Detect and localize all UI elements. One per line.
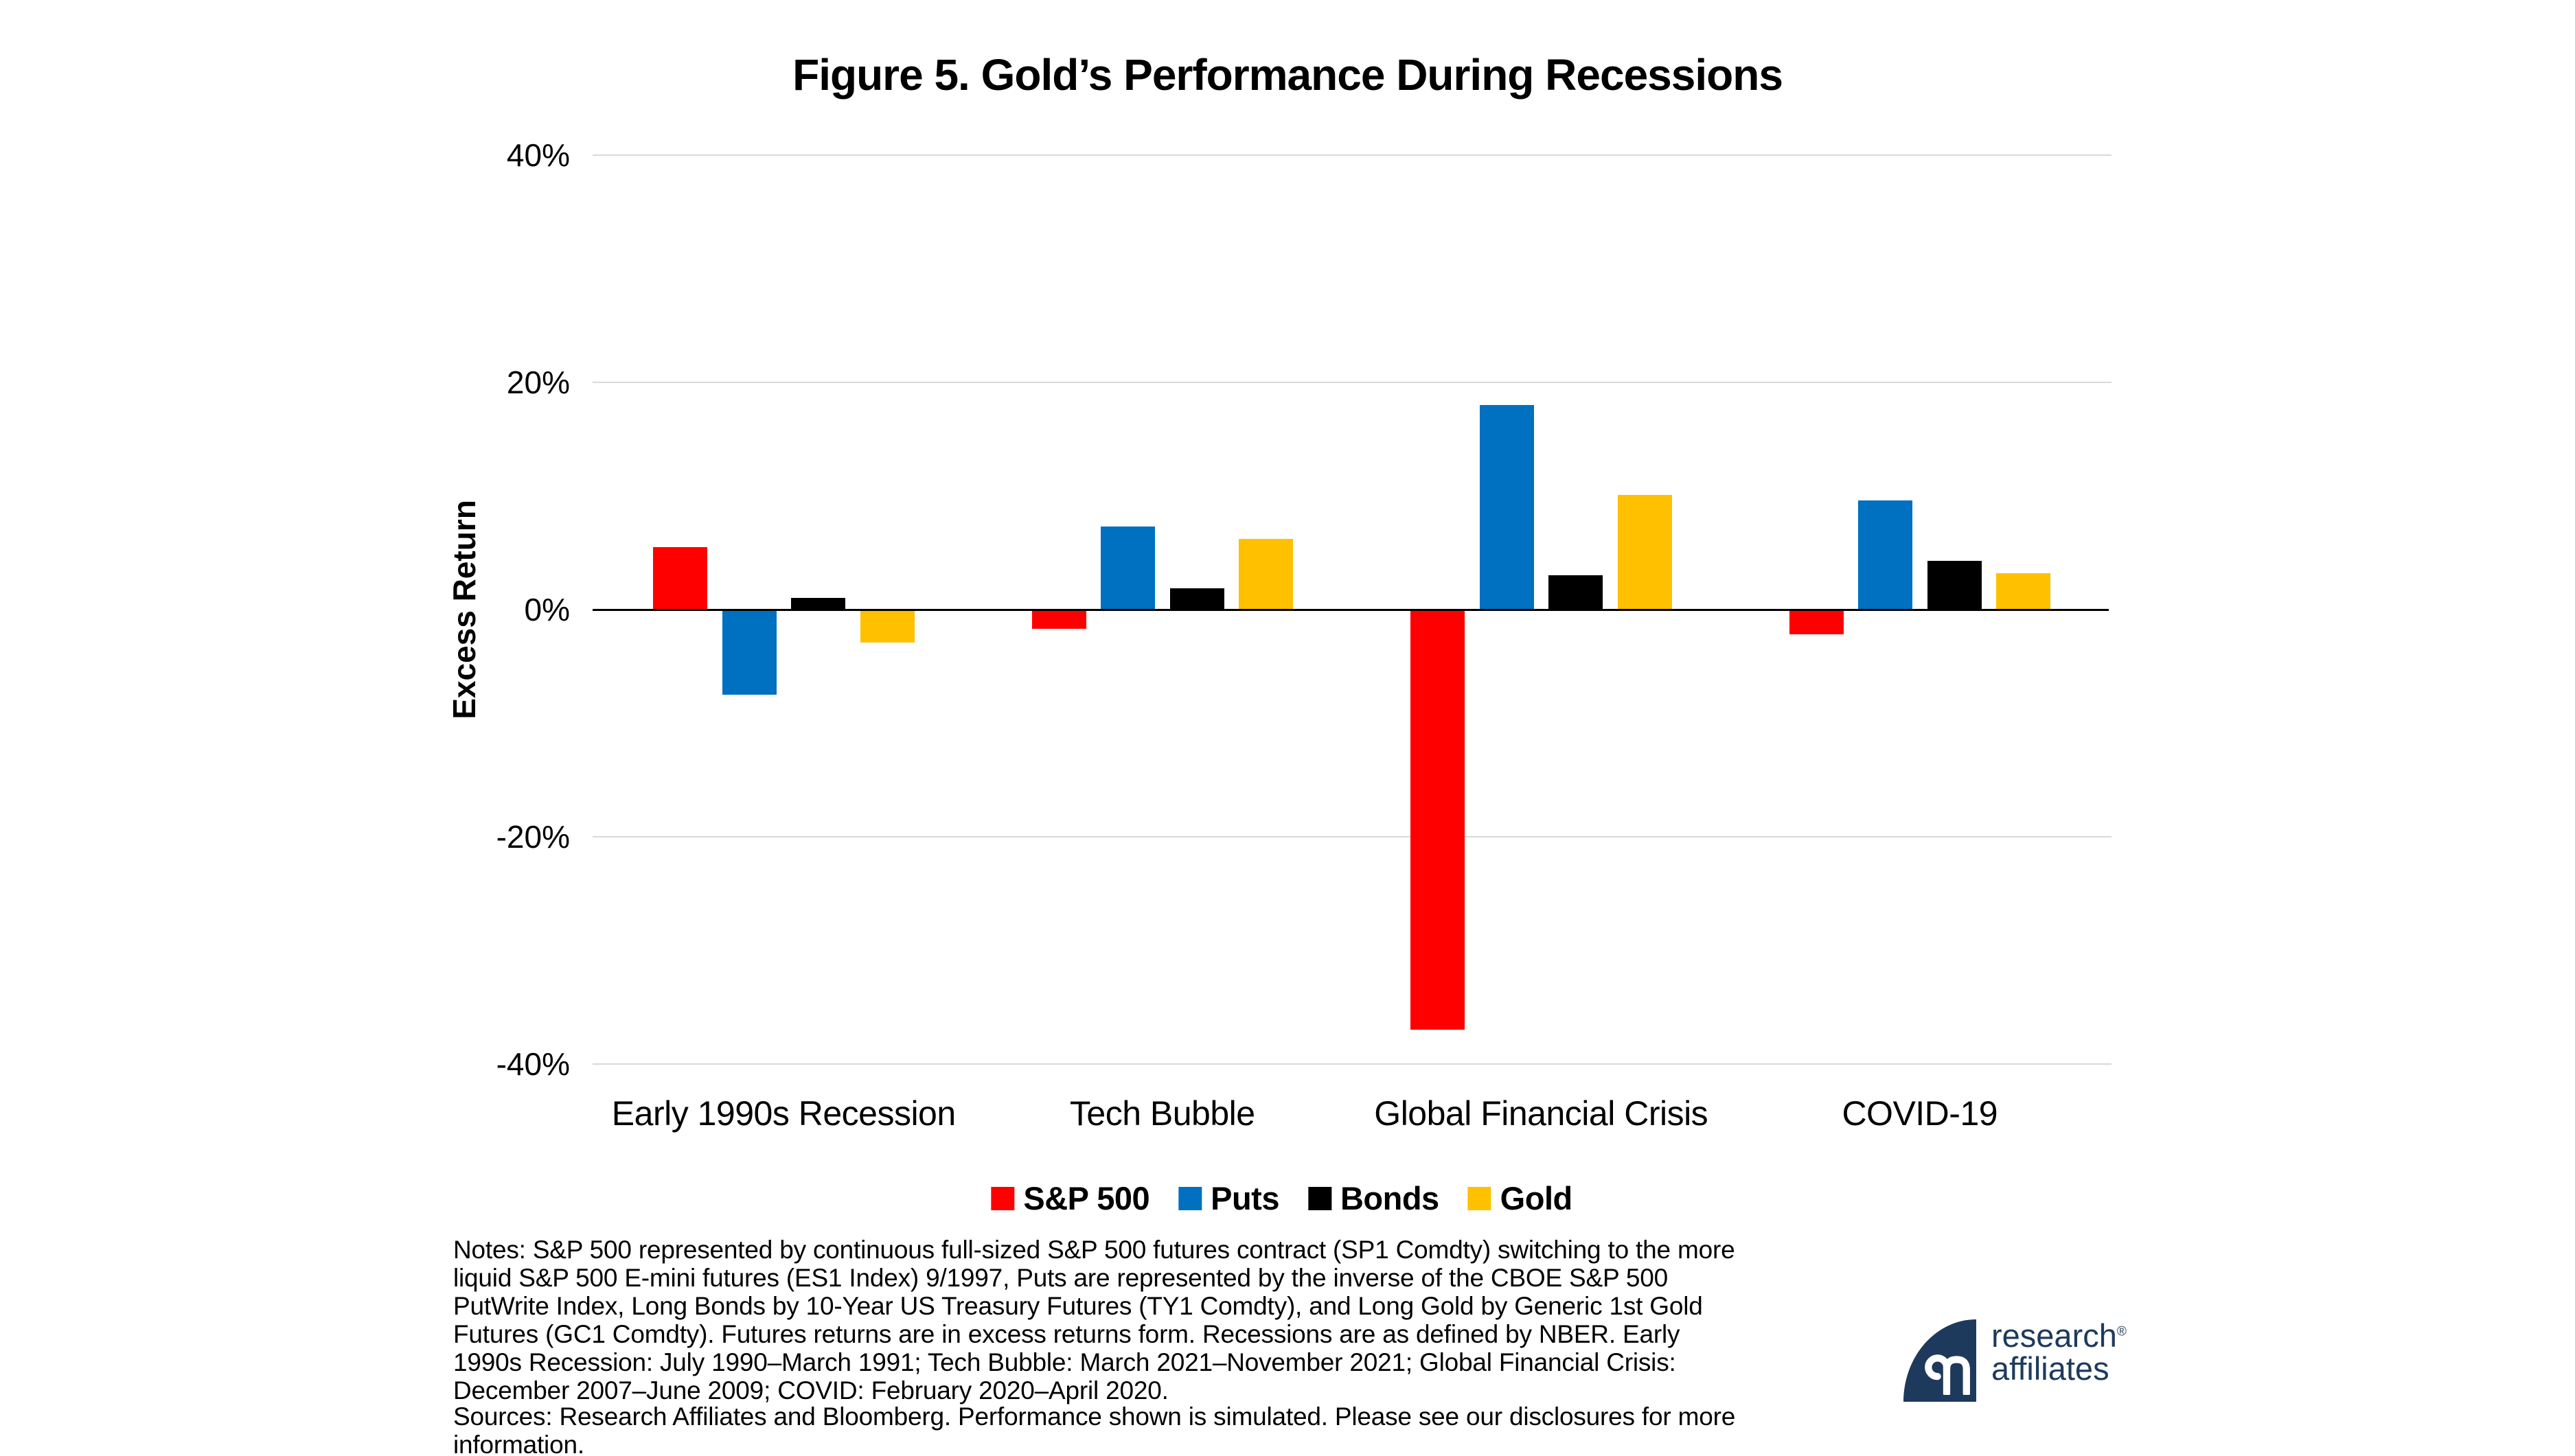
bar-bonds-tech-bubble bbox=[1169, 588, 1224, 610]
ra-monogram-icon bbox=[1925, 1354, 1970, 1395]
gridline--20 bbox=[593, 836, 2112, 837]
research-affiliates-logo: research® affiliates bbox=[1903, 1319, 2127, 1402]
bar-s-p-500-covid-19 bbox=[1789, 610, 1844, 635]
x-category-label-early-1990s-recession: Early 1990s Recession bbox=[611, 1094, 956, 1133]
gridline--40 bbox=[593, 1063, 2112, 1065]
bar-gold-early-1990s-recession bbox=[860, 610, 915, 643]
legend-swatch-gold bbox=[1467, 1186, 1491, 1210]
y-tick-label-20: 20% bbox=[506, 365, 570, 400]
y-tick-label--40: -40% bbox=[496, 1046, 570, 1082]
y-tick-label-40: 40% bbox=[506, 137, 570, 173]
bar-s-p-500-tech-bubble bbox=[1031, 610, 1086, 629]
legend-swatch-bonds bbox=[1307, 1186, 1331, 1210]
y-tick-label-0: 0% bbox=[524, 592, 570, 627]
y-axis-title: Excess Return bbox=[446, 500, 482, 719]
bar-puts-early-1990s-recession bbox=[722, 610, 777, 695]
bar-bonds-global-financial-crisis bbox=[1548, 575, 1603, 610]
logo-mark bbox=[1903, 1319, 1976, 1402]
bar-bonds-early-1990s-recession bbox=[791, 598, 845, 610]
x-category-label-tech-bubble: Tech Bubble bbox=[1069, 1094, 1255, 1133]
logo-wordmark: research® affiliates bbox=[1991, 1319, 2127, 1385]
chart-title: Figure 5. Gold’s Performance During Rece… bbox=[792, 50, 1783, 100]
gridline-40 bbox=[593, 154, 2112, 156]
bar-bonds-covid-19 bbox=[1927, 560, 1982, 610]
bar-puts-global-financial-crisis bbox=[1479, 405, 1534, 610]
bar-s-p-500-early-1990s-recession bbox=[653, 546, 707, 610]
legend-swatch-puts bbox=[1178, 1186, 1202, 1210]
x-category-label-global-financial-crisis: Global Financial Crisis bbox=[1374, 1094, 1708, 1133]
legend-item-bonds: Bonds bbox=[1307, 1179, 1439, 1217]
bar-s-p-500-global-financial-crisis bbox=[1410, 610, 1465, 1030]
registered-trademark-icon: ® bbox=[2116, 1324, 2127, 1339]
legend-swatch-s-p-500 bbox=[991, 1186, 1015, 1210]
legend-label-bonds: Bonds bbox=[1340, 1180, 1439, 1216]
legend-label-s-p-500: S&P 500 bbox=[1023, 1180, 1150, 1216]
bar-gold-global-financial-crisis bbox=[1617, 494, 1672, 610]
bar-puts-tech-bubble bbox=[1101, 527, 1155, 610]
legend-item-gold: Gold bbox=[1467, 1179, 1573, 1217]
bar-puts-covid-19 bbox=[1858, 500, 1912, 610]
sources-text: Sources: Research Affiliates and Bloombe… bbox=[453, 1402, 1736, 1456]
logo-word-affiliates: affiliates bbox=[1991, 1350, 2109, 1387]
legend-item-s-p-500: S&P 500 bbox=[991, 1179, 1150, 1217]
x-axis-zero-line bbox=[593, 608, 2109, 611]
bar-gold-covid-19 bbox=[1996, 573, 2050, 610]
legend: S&P 500 Puts Bonds Gold bbox=[991, 1179, 1572, 1217]
gridline-20 bbox=[593, 382, 2112, 383]
legend-label-gold: Gold bbox=[1500, 1180, 1573, 1216]
legend-item-puts: Puts bbox=[1178, 1179, 1279, 1217]
legend-label-puts: Puts bbox=[1211, 1180, 1279, 1216]
logo-word-research: research bbox=[1991, 1317, 2117, 1354]
y-tick-label--20: -20% bbox=[496, 819, 570, 855]
x-category-label-covid-19: COVID-19 bbox=[1842, 1094, 1998, 1133]
bar-gold-tech-bubble bbox=[1239, 539, 1293, 610]
notes-text: Notes: S&P 500 represented by continuous… bbox=[453, 1236, 1735, 1405]
